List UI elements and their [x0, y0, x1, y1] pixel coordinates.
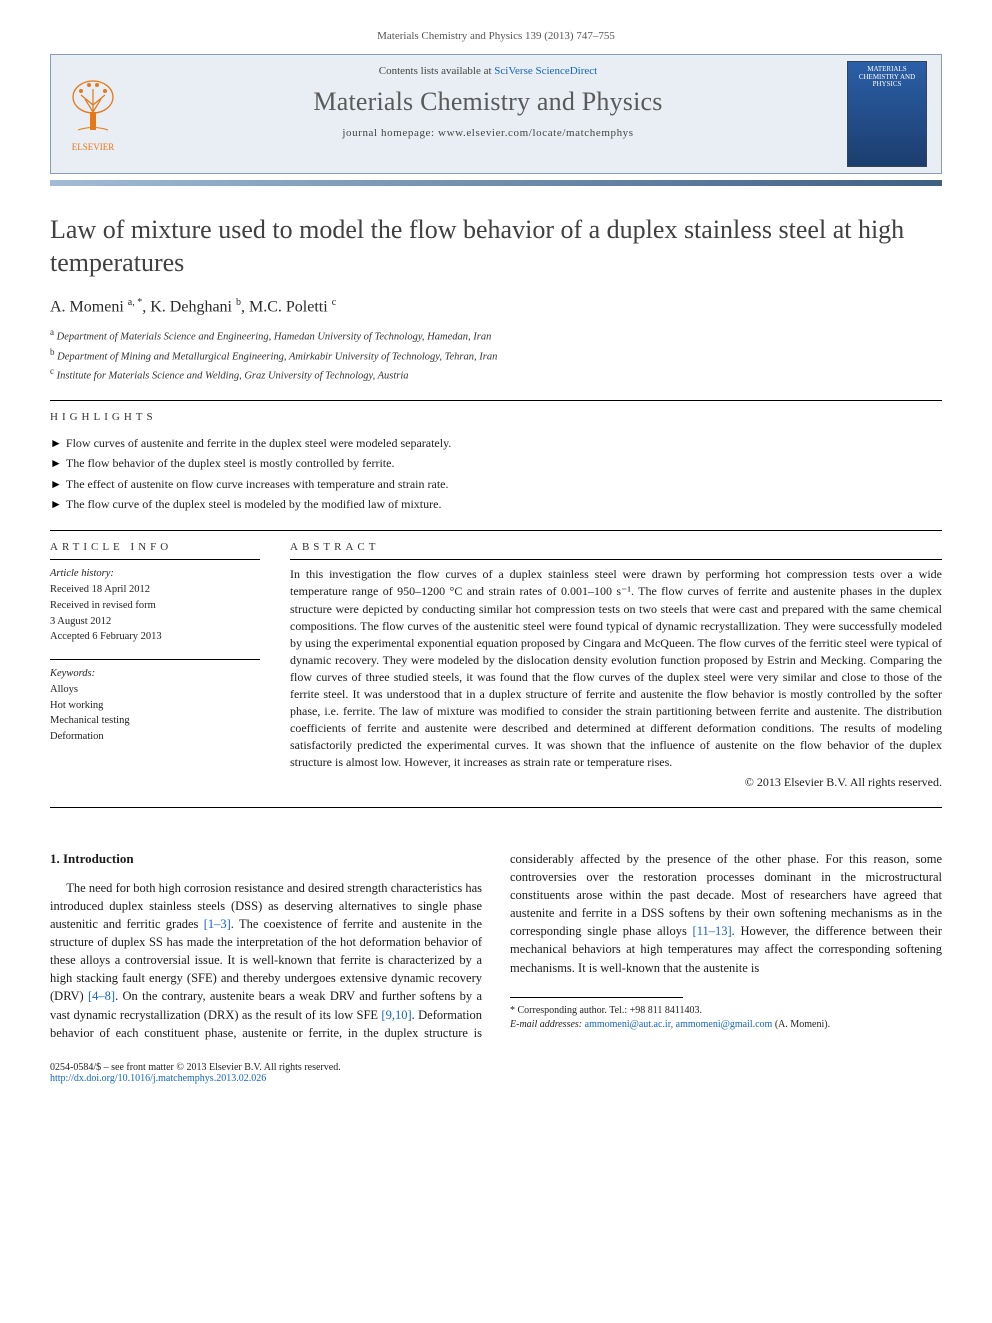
abstract-copyright: © 2013 Elsevier B.V. All rights reserved… [290, 774, 942, 791]
keyword-item: Alloys [50, 682, 260, 698]
cover-title: MATERIALS CHEMISTRY AND PHYSICS [852, 66, 922, 89]
affiliation-line: c Institute for Materials Science and We… [50, 365, 942, 384]
footnotes-block: * Corresponding author. Tel.: +98 811 84… [510, 1004, 942, 1032]
abstract-column: ABSTRACT In this investigation the flow … [290, 541, 942, 790]
corresponding-author-note: * Corresponding author. Tel.: +98 811 84… [510, 1004, 942, 1018]
contents-prefix: Contents lists available at [379, 65, 494, 77]
authors-line: A. Momeni a, *, K. Dehghani b, M.C. Pole… [50, 297, 942, 316]
abstract-text: In this investigation the flow curves of… [290, 559, 942, 790]
email-label: E-mail addresses: [510, 1019, 585, 1030]
journal-header-middle: Contents lists available at SciVerse Sci… [135, 55, 841, 173]
article-info-label: ARTICLE INFO [50, 541, 260, 553]
journal-header-box: ELSEVIER Contents lists available at Sci… [50, 54, 942, 174]
history-line: Accepted 6 February 2013 [50, 629, 260, 645]
homepage-label: journal homepage: [342, 127, 438, 139]
elsevier-logo[interactable]: ELSEVIER [63, 77, 123, 152]
keyword-item: Mechanical testing [50, 713, 260, 729]
citation-header: Materials Chemistry and Physics 139 (201… [50, 30, 942, 42]
sciencedirect-link[interactable]: SciVerse ScienceDirect [494, 65, 597, 77]
journal-homepage-line: journal homepage: www.elsevier.com/locat… [145, 127, 831, 139]
contents-available-line: Contents lists available at SciVerse Sci… [145, 65, 831, 77]
email-line: E-mail addresses: ammomeni@aut.ac.ir, am… [510, 1018, 942, 1032]
history-line: 3 August 2012 [50, 614, 260, 630]
history-heading: Article history: [50, 566, 260, 582]
keyword-item: Hot working [50, 698, 260, 714]
elsevier-tree-icon [63, 77, 123, 137]
front-matter-line: 0254-0584/$ – see front matter © 2013 El… [50, 1062, 942, 1073]
citation-1-3[interactable]: [1–3] [204, 917, 231, 931]
article-info-column: ARTICLE INFO Article history: Received 1… [50, 541, 260, 790]
highlights-list: ►Flow curves of austenite and ferrite in… [50, 433, 942, 515]
journal-cover-cell: MATERIALS CHEMISTRY AND PHYSICS [841, 55, 941, 173]
section-1-heading: 1. Introduction [50, 850, 482, 869]
highlight-item: ►The flow behavior of the duplex steel i… [50, 453, 942, 473]
highlights-label: HIGHLIGHTS [50, 411, 942, 423]
homepage-url[interactable]: www.elsevier.com/locate/matchemphys [438, 127, 634, 139]
article-history-block: Article history: Received 18 April 2012R… [50, 559, 260, 645]
abstract-label: ABSTRACT [290, 541, 942, 553]
doi-link[interactable]: http://dx.doi.org/10.1016/j.matchemphys.… [50, 1073, 266, 1084]
publisher-name: ELSEVIER [63, 142, 123, 152]
affiliation-line: a Department of Materials Science and En… [50, 326, 942, 345]
highlight-item: ►Flow curves of austenite and ferrite in… [50, 433, 942, 453]
history-line: Received 18 April 2012 [50, 582, 260, 598]
publisher-logo-cell: ELSEVIER [51, 55, 135, 173]
citation-9-10[interactable]: [9,10] [381, 1008, 411, 1022]
affiliation-line: b Department of Mining and Metallurgical… [50, 346, 942, 365]
page-footer: 0254-0584/$ – see front matter © 2013 El… [50, 1062, 942, 1084]
rule-below-highlights [50, 530, 942, 531]
rule-above-highlights [50, 400, 942, 401]
keyword-item: Deformation [50, 729, 260, 745]
gradient-separator [50, 180, 942, 186]
highlight-item: ►The flow curve of the duplex steel is m… [50, 494, 942, 514]
rule-below-abstract [50, 807, 942, 808]
author-emails[interactable]: ammomeni@aut.ac.ir, ammomeni@gmail.com [585, 1019, 773, 1030]
history-line: Received in revised form [50, 598, 260, 614]
footnote-separator [510, 997, 683, 998]
journal-name: Materials Chemistry and Physics [145, 87, 831, 117]
body-two-column: 1. Introduction The need for both high c… [50, 850, 942, 1042]
abstract-body: In this investigation the flow curves of… [290, 567, 942, 768]
affiliations-block: a Department of Materials Science and En… [50, 326, 942, 384]
citation-11-13[interactable]: [11–13] [693, 924, 732, 938]
keywords-block: Keywords: AlloysHot workingMechanical te… [50, 659, 260, 745]
keywords-heading: Keywords: [50, 666, 260, 682]
citation-4-8[interactable]: [4–8] [88, 989, 115, 1003]
highlight-item: ►The effect of austenite on flow curve i… [50, 474, 942, 494]
email-attribution: (A. Momeni). [772, 1019, 830, 1030]
article-title: Law of mixture used to model the flow be… [50, 214, 942, 279]
journal-cover-thumbnail[interactable]: MATERIALS CHEMISTRY AND PHYSICS [847, 61, 927, 167]
